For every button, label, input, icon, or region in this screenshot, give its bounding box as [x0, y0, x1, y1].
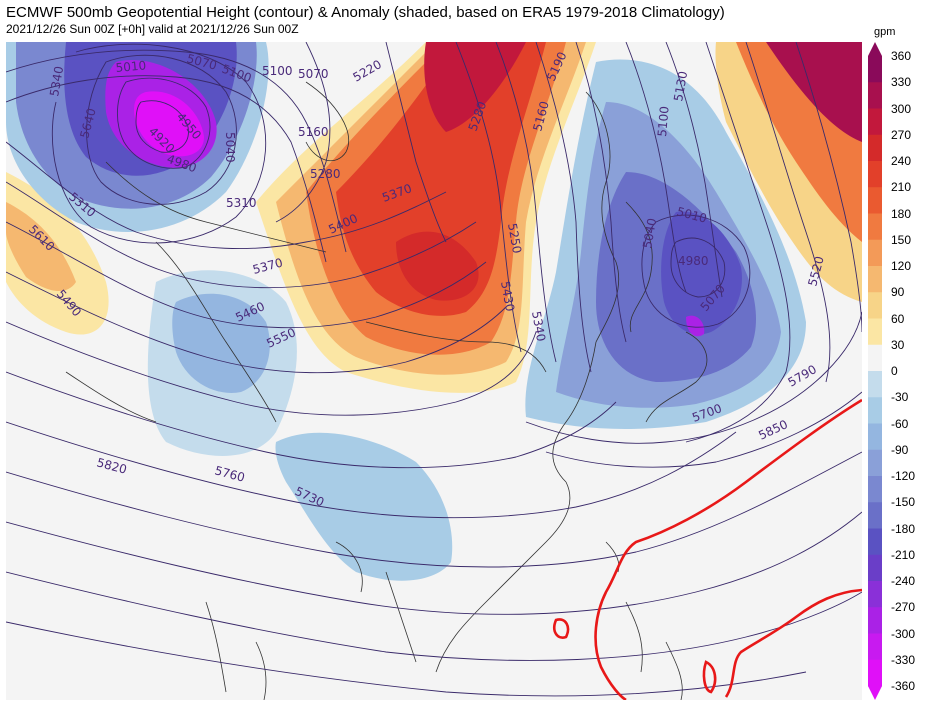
colorbar-segment: [868, 239, 882, 267]
colorbar-tick-label: 120: [891, 259, 912, 273]
contour-label: 5340: [47, 65, 66, 98]
contour-label: 5340: [529, 310, 548, 343]
colorbar-tick-label: -30: [891, 390, 909, 405]
colorbar-extend-bottom: [868, 686, 882, 700]
contour-label: 5130: [671, 70, 690, 103]
colorbar-segment: [868, 371, 882, 398]
colorbar-segment: [868, 82, 882, 109]
contour-5880: [553, 398, 862, 700]
contour-label: 5760: [213, 463, 246, 484]
positive-anomaly-west-inner: [6, 202, 76, 292]
negative-anomaly-east-asia-210: [661, 211, 742, 335]
positive-anomaly-180: [336, 42, 546, 316]
colorbar-tick-label: 30: [891, 337, 905, 352]
colorbar-graphic: [868, 42, 882, 700]
positive-anomaly-northeast-240: [766, 42, 862, 142]
colorbar-segment: [868, 449, 882, 477]
colorbar-segment: [868, 213, 882, 241]
colorbar-segment: [868, 318, 882, 346]
colorbar-segment: [868, 476, 882, 503]
colorbar-tick-label: -300: [891, 626, 916, 641]
colorbar-tick-label: -90: [891, 442, 909, 457]
colorbar-tick-label: -180: [891, 521, 916, 536]
colorbar-segment: [868, 633, 882, 661]
colorbar-segment: [868, 607, 882, 634]
positive-anomaly-240: [424, 42, 526, 132]
colorbar-segment: [868, 187, 882, 214]
contour-label: 5070: [298, 67, 329, 81]
colorbar-tick-label: 90: [891, 285, 905, 300]
colorbar-segment: [868, 423, 882, 451]
height-contours: [6, 42, 862, 697]
colorbar-tick-label: 300: [891, 101, 912, 116]
negative-anomaly-indochina: [275, 432, 453, 581]
colorbar-segment: [868, 581, 882, 608]
colorbar-tick-label: -150: [891, 495, 916, 510]
contour-label: 5100: [655, 106, 672, 138]
colorbar-tick-label: -120: [891, 469, 916, 483]
colorbar-tick-label: 270: [891, 127, 912, 142]
positive-anomaly-core: [396, 231, 479, 301]
map-title: ECMWF 500mb Geopotential Height (contour…: [6, 4, 725, 21]
negative-anomaly-tibet-inner: [172, 293, 270, 393]
colorbar-segment: [868, 397, 882, 424]
contour-label: 5100: [262, 64, 293, 78]
colorbar-tick-label: 180: [891, 206, 912, 221]
colorbar-tick-label: 60: [891, 311, 905, 326]
colorbar-segment: [868, 502, 882, 529]
colorbar-tick-label: 150: [891, 232, 912, 247]
colorbar-segment: [868, 108, 882, 136]
contour-label: 5220: [351, 57, 384, 84]
contour-label: 5040: [223, 132, 237, 163]
contour-label: 5040: [640, 217, 659, 250]
contour-label: 5430: [498, 280, 517, 313]
colorbar-segment: [868, 292, 882, 319]
colorbar-tick-label: -240: [891, 574, 916, 588]
contour-label: 5250: [505, 222, 524, 255]
colorbar-tick-label: 330: [891, 75, 912, 90]
colorbar-unit: gpm: [874, 26, 896, 38]
colorbar-segment: [868, 344, 882, 372]
negative-anomaly-east-asia-core: [686, 315, 705, 337]
colorbar-tick-label: 0: [891, 364, 898, 378]
weather-map: 5010 4950 4920 4980 5070 5100 5040 5100 …: [6, 42, 862, 700]
colorbar-tick-label: -330: [891, 652, 916, 667]
colorbar: [868, 42, 882, 700]
contour-label: 4980: [678, 254, 709, 268]
colorbar-segment: [868, 528, 882, 556]
contour-label: 5370: [251, 255, 284, 276]
colorbar-tick-label: 240: [891, 154, 912, 168]
colorbar-tick-label: 360: [891, 49, 912, 63]
colorbar-tick-label: -210: [891, 547, 916, 562]
colorbar-segment: [868, 659, 882, 687]
coastlines: [65, 81, 708, 700]
map-canvas: 5010 4950 4920 4980 5070 5100 5040 5100 …: [6, 42, 862, 700]
colorbar-tick-label: -60: [891, 416, 909, 431]
contour-label: 5280: [310, 167, 341, 181]
colorbar-tick-label: -360: [891, 679, 916, 693]
contour-label: 5310: [226, 196, 257, 210]
colorbar-segment: [868, 266, 882, 293]
contour-label: 5010: [115, 58, 147, 75]
colorbar-segment: [868, 554, 882, 582]
colorbar-segment: [868, 161, 882, 188]
colorbar-tick-label: -270: [891, 600, 916, 615]
colorbar-extend-top: [868, 42, 882, 56]
map-valid-time: 2021/12/26 Sun 00Z [+0h] valid at 2021/1…: [6, 22, 299, 36]
contour-label: 5160: [298, 125, 329, 139]
colorbar-segment: [868, 56, 882, 83]
colorbar-segment: [868, 134, 882, 162]
colorbar-tick-label: 210: [891, 180, 912, 195]
anomaly-shading: [6, 42, 862, 581]
